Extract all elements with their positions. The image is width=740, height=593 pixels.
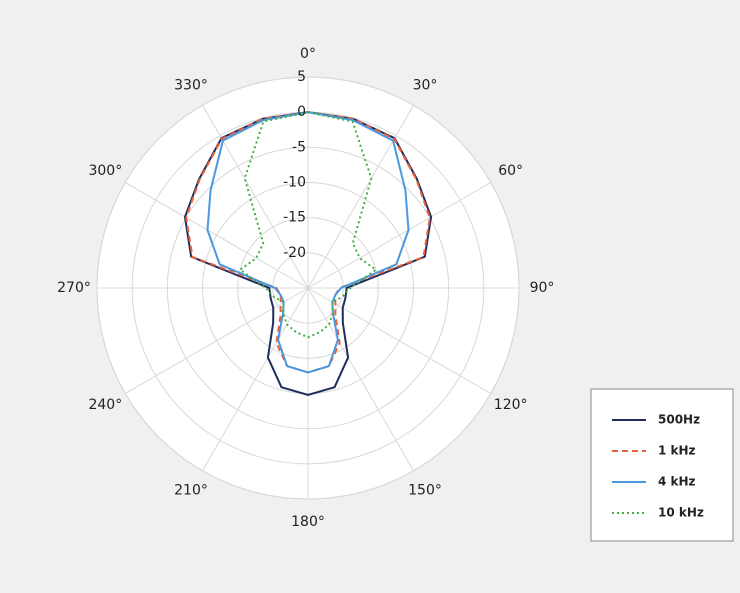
grid-spoke [202, 105, 309, 289]
r-tick-label: 5 [297, 69, 306, 85]
theta-tick-label: 240° [88, 397, 122, 413]
series-line [183, 111, 433, 396]
theta-tick-label: 330° [174, 77, 208, 93]
theta-tick-label: 60° [498, 163, 523, 179]
theta-tick-label: 0° [300, 46, 316, 62]
grid-spoke [307, 182, 491, 289]
series-line [206, 111, 410, 374]
theta-tick-label: 210° [174, 483, 208, 499]
grid-spoke [307, 287, 414, 471]
legend-label: 10 kHz [658, 506, 704, 520]
legend-box [590, 388, 734, 542]
grid-spoke [125, 287, 309, 394]
grid-spoke [125, 182, 309, 289]
r-tick-label: -15 [283, 210, 306, 226]
legend: 500Hz 1 kHz 4 kHz 10 kHz [590, 388, 734, 542]
theta-tick-label: 270° [57, 280, 91, 296]
theta-tick-label: 30° [413, 77, 438, 93]
r-tick-label: -5 [292, 139, 306, 155]
theta-tick-label: 180° [291, 514, 325, 530]
theta-tick-label: 150° [408, 483, 442, 499]
r-tick-label: -20 [283, 245, 306, 261]
series-line [238, 111, 378, 339]
legend-label: 1 kHz [658, 444, 696, 458]
legend-label: 4 kHz [658, 475, 696, 489]
theta-tick-label: 120° [494, 397, 528, 413]
grid-spoke [307, 287, 491, 394]
r-tick-label: -10 [283, 175, 306, 191]
theta-tick-label: 300° [88, 163, 122, 179]
theta-tick-label: 90° [530, 280, 555, 296]
grid-spoke [307, 105, 414, 289]
legend-label: 500Hz [658, 413, 700, 427]
grid-spoke [202, 287, 309, 471]
r-tick-label: 0 [297, 104, 306, 120]
